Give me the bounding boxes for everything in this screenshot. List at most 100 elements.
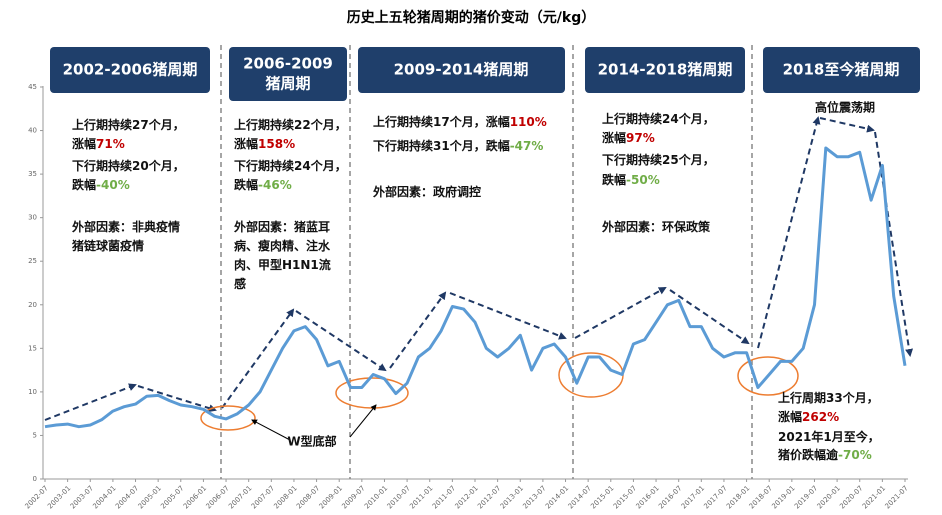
period-note: 病、瘦肉精、注水: [234, 238, 331, 253]
note-segment: 下行期持续25个月，: [602, 152, 715, 167]
y-tick-label: 0: [33, 475, 37, 483]
period-note: 上行期持续22个月，: [234, 117, 347, 132]
x-tick-label: 2013-01: [499, 484, 525, 510]
x-tick-label: 2019-07: [793, 484, 819, 510]
note-segment: 猪价跌幅逾: [777, 447, 839, 462]
period-note: 上行期持续17个月，涨幅110%: [373, 114, 547, 129]
x-tick-label: 2009-07: [340, 484, 366, 510]
x-tick-label: 2012-01: [453, 484, 479, 510]
period-note: 感: [234, 276, 246, 291]
period-note: 涨幅262%: [778, 409, 839, 424]
period-note: 涨幅97%: [602, 130, 655, 145]
period-title: 2018至今猪周期: [783, 61, 900, 79]
period-note: 跌幅-40%: [72, 177, 130, 192]
x-tick-label: 2019-01: [770, 484, 796, 510]
period-box: [229, 47, 347, 101]
x-tick-label: 2018-01: [725, 484, 751, 510]
x-tick-label: 2013-07: [521, 484, 547, 510]
note-segment: 上行期持续22个月，: [234, 117, 347, 132]
note-segment: 97%: [626, 131, 655, 145]
x-tick-label: 2018-07: [748, 484, 774, 510]
note-segment: 跌幅: [72, 177, 96, 192]
period-box: [763, 47, 920, 93]
note-segment: 110%: [510, 115, 547, 129]
x-tick-label: 2021-01: [861, 484, 887, 510]
note-segment: 病、瘦肉精、注水: [234, 238, 331, 253]
note-segment: 下行期持续31个月，跌幅: [373, 138, 510, 153]
x-tick-label: 2005-01: [137, 484, 163, 510]
chart-title: 历史上五轮猪周期的猪价变动（元/kg）: [347, 9, 595, 26]
period-note: 上行期持续27个月，: [72, 117, 185, 132]
period-title: 2009-2014猪周期: [394, 61, 529, 79]
x-tick-label: 2014-07: [567, 484, 593, 510]
x-tick-label: 2012-07: [476, 484, 502, 510]
y-tick-label: 30: [28, 214, 37, 222]
note-segment: 下行期持续24个月，: [234, 158, 347, 173]
x-tick-label: 2016-07: [657, 484, 683, 510]
note-segment: 猪链球菌疫情: [71, 238, 144, 253]
annotation: 高位震荡期: [815, 100, 875, 115]
x-tick-label: 2006-07: [205, 484, 231, 510]
period-boxes: [50, 47, 920, 101]
x-tick-label: 2016-01: [635, 484, 661, 510]
y-tick-label: 40: [28, 127, 37, 135]
note-segment: 涨幅: [778, 409, 802, 424]
y-tick-label: 20: [28, 301, 37, 309]
period-note: 上行周期33个月，: [778, 390, 879, 405]
y-tick-label: 10: [28, 388, 37, 396]
period-title: 2006-2009: [243, 55, 333, 73]
note-segment: 涨幅: [602, 130, 626, 145]
note-segment: 上行周期33个月，: [778, 390, 879, 405]
note-segment: 262%: [802, 410, 839, 424]
period-title: 2014-2018猪周期: [598, 61, 733, 79]
y-tick-label: 45: [28, 83, 37, 91]
note-segment: 上行期持续24个月，: [602, 111, 715, 126]
x-tick-label: 2011-01: [408, 484, 434, 510]
x-tick-label: 2015-01: [589, 484, 615, 510]
x-tick-label: 2008-07: [295, 484, 321, 510]
period-box: [50, 47, 210, 93]
period-note: 肉、甲型H1N1流: [234, 257, 331, 272]
note-segment: 跌幅: [602, 172, 626, 187]
x-tick-label: 2021-07: [883, 484, 909, 510]
period-title: 猪周期: [264, 75, 310, 93]
note-segment: 感: [234, 276, 246, 291]
period-note: 跌幅-50%: [602, 172, 660, 187]
x-tick-label: 2004-01: [91, 484, 117, 510]
x-tick-label: 2020-07: [838, 484, 864, 510]
period-note: 下行期持续31个月，跌幅-47%: [373, 138, 543, 153]
y-tick-label: 25: [28, 257, 37, 265]
note-segment: 跌幅: [234, 177, 258, 192]
bottom-circles: [200, 352, 799, 431]
x-tick-label: 2017-07: [702, 484, 728, 510]
x-tick-label: 2007-01: [227, 484, 253, 510]
note-segment: 下行期持续20个月，: [72, 158, 185, 173]
note-segment: 上行期持续17个月，涨幅: [373, 114, 510, 129]
y-tick-label: 15: [28, 344, 37, 352]
period-title: 2002-2006猪周期: [63, 61, 198, 79]
period-note: 涨幅158%: [234, 136, 295, 151]
note-segment: 外部因素：政府调控: [373, 184, 481, 199]
note-segment: 158%: [258, 137, 295, 151]
x-tick-label: 2009-01: [318, 484, 344, 510]
period-note: 外部因素：政府调控: [373, 184, 481, 199]
x-tick-label: 2003-07: [69, 484, 95, 510]
w-pointers: [251, 404, 377, 441]
note-segment: 肉、甲型H1N1流: [234, 257, 331, 272]
period-box: [358, 47, 565, 93]
period-note: 下行期持续20个月，: [72, 158, 185, 173]
x-tick-label: 2007-07: [250, 484, 276, 510]
x-tick-label: 2011-07: [431, 484, 457, 510]
note-segment: -50%: [626, 173, 660, 187]
note-segment: 涨幅: [234, 136, 258, 151]
note-segment: -47%: [510, 139, 544, 153]
x-tick-label: 2020-01: [816, 484, 842, 510]
note-segment: 上行期持续27个月，: [72, 117, 185, 132]
price-line: [44, 146, 907, 429]
x-tick-label: 2014-01: [544, 484, 570, 510]
period-note: 猪链球菌疫情: [71, 238, 144, 253]
note-segment: 外部因素：非典疫情: [72, 219, 180, 234]
x-tick-label: 2010-01: [363, 484, 389, 510]
